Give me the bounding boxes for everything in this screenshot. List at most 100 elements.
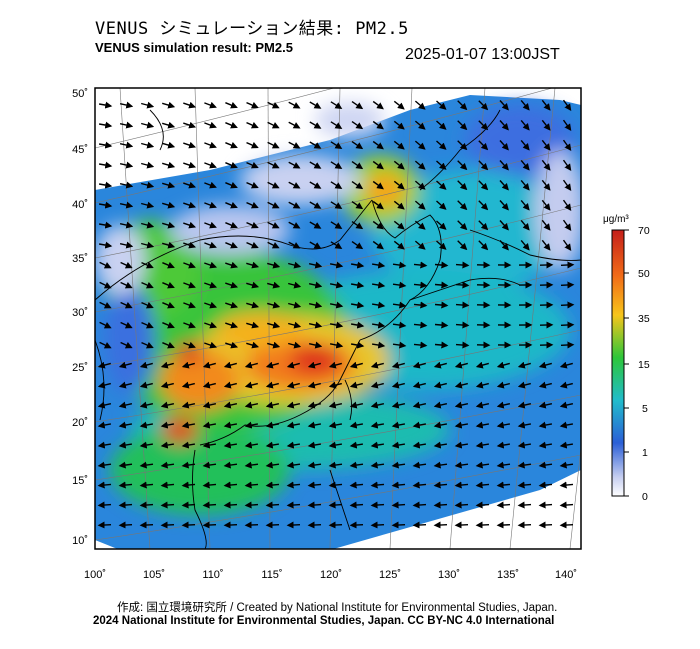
wind-arrow [541, 219, 551, 231]
wind-arrow [160, 381, 174, 389]
wind-arrow [412, 361, 426, 369]
latitude-axis: 50˚ 45˚ 40˚ 35˚ 30˚ 25˚ 20˚ 15˚ 10˚ [72, 88, 88, 547]
wind-arrow [141, 141, 155, 149]
wind-arrow [265, 381, 279, 389]
wind-arrow [538, 381, 552, 389]
wind-arrow [307, 401, 322, 409]
wind-arrow [538, 501, 553, 509]
wind-arrow [349, 481, 364, 489]
wind-arrow [286, 441, 301, 449]
wind-arrow [351, 101, 364, 110]
wind-arrow [559, 521, 574, 529]
wind-arrow [225, 221, 238, 229]
wind-arrow [139, 521, 154, 529]
wind-arrow [475, 381, 489, 389]
wind-arrow [223, 421, 238, 429]
graticule [95, 88, 581, 549]
wind-arrow [181, 461, 196, 469]
wind-arrow [141, 161, 155, 169]
wind-arrow [160, 441, 175, 449]
wind-arrow [183, 301, 196, 309]
wind-arrow [434, 281, 449, 289]
wind-arrow [329, 301, 344, 309]
map-frame [94, 87, 582, 550]
wind-arrow [328, 361, 342, 369]
wind-arrow [412, 381, 426, 389]
wind-arrow [202, 381, 216, 389]
wind-arrow [267, 121, 280, 129]
wind-arrow [246, 121, 259, 129]
wind-arrow [181, 521, 196, 529]
wind-arrow [499, 200, 509, 211]
wind-arrow [349, 381, 363, 389]
wind-arrow [288, 141, 301, 149]
wind-arrow [181, 421, 196, 429]
credit-en: 2024 National Institute for Environmenta… [93, 615, 555, 627]
wind-arrow [183, 141, 197, 149]
wind-arrow [119, 221, 134, 229]
wind-arrow [478, 140, 489, 151]
wind-arrow [98, 201, 113, 209]
wind-arrow [183, 101, 197, 109]
wind-arrow [141, 101, 155, 109]
wind-arrow [457, 180, 468, 191]
wind-arrow [204, 161, 217, 169]
wind-arrow [393, 200, 405, 210]
wind-arrow [562, 179, 572, 192]
wind-arrow [162, 261, 175, 269]
wind-arrow [475, 521, 490, 529]
wind-arrow [455, 301, 470, 309]
wind-arrow [244, 441, 259, 449]
wind-arrow [288, 201, 301, 209]
wind-arrow [413, 341, 428, 349]
wind-arrow [538, 361, 552, 369]
wind-arrow [118, 381, 132, 389]
wind-arrow [559, 441, 574, 449]
wind-arrow [541, 179, 551, 191]
wind-arrow [308, 321, 323, 329]
wind-arrow [414, 100, 426, 110]
wind-arrow [391, 421, 406, 429]
wind-arrow [414, 160, 426, 170]
wind-arrow [559, 421, 574, 429]
wind-arrow [288, 301, 302, 309]
wind-arrow [520, 239, 530, 251]
wind-arrow [560, 301, 575, 309]
wind-arrow [225, 181, 238, 189]
wind-arrow [265, 461, 280, 469]
wind-arrow [349, 441, 364, 449]
lat-tick: 45˚ [72, 144, 88, 156]
wind-arrow [433, 421, 448, 429]
wind-arrow [393, 180, 405, 190]
wind-arrow [370, 461, 385, 469]
wind-vectors [97, 99, 575, 529]
wind-arrow [370, 481, 385, 489]
wind-arrow [99, 341, 112, 349]
wind-arrow [372, 140, 384, 150]
wind-arrow [457, 140, 468, 151]
wind-arrow [288, 341, 302, 349]
wind-arrow [370, 381, 384, 389]
wind-arrow [541, 159, 551, 171]
wind-arrow [371, 341, 386, 349]
wind-arrow [349, 521, 364, 529]
wind-arrow [392, 301, 407, 309]
wind-arrow [246, 181, 259, 189]
wind-arrow [433, 461, 448, 469]
wind-arrow [499, 140, 509, 151]
wind-arrow [244, 481, 259, 489]
wind-arrow [202, 401, 217, 409]
wind-arrow [162, 221, 176, 229]
wind-arrow [330, 181, 343, 189]
wind-arrow [118, 521, 133, 529]
wind-arrow [267, 141, 280, 149]
wind-arrow [225, 141, 238, 149]
wind-arrow [97, 401, 112, 409]
wind-arrow [225, 161, 238, 169]
wind-arrow [517, 361, 531, 369]
wind-arrow [139, 481, 154, 489]
wind-arrow [204, 281, 218, 289]
wind-arrow [265, 501, 280, 509]
wind-arrow [412, 421, 427, 429]
wind-arrow [349, 361, 363, 369]
